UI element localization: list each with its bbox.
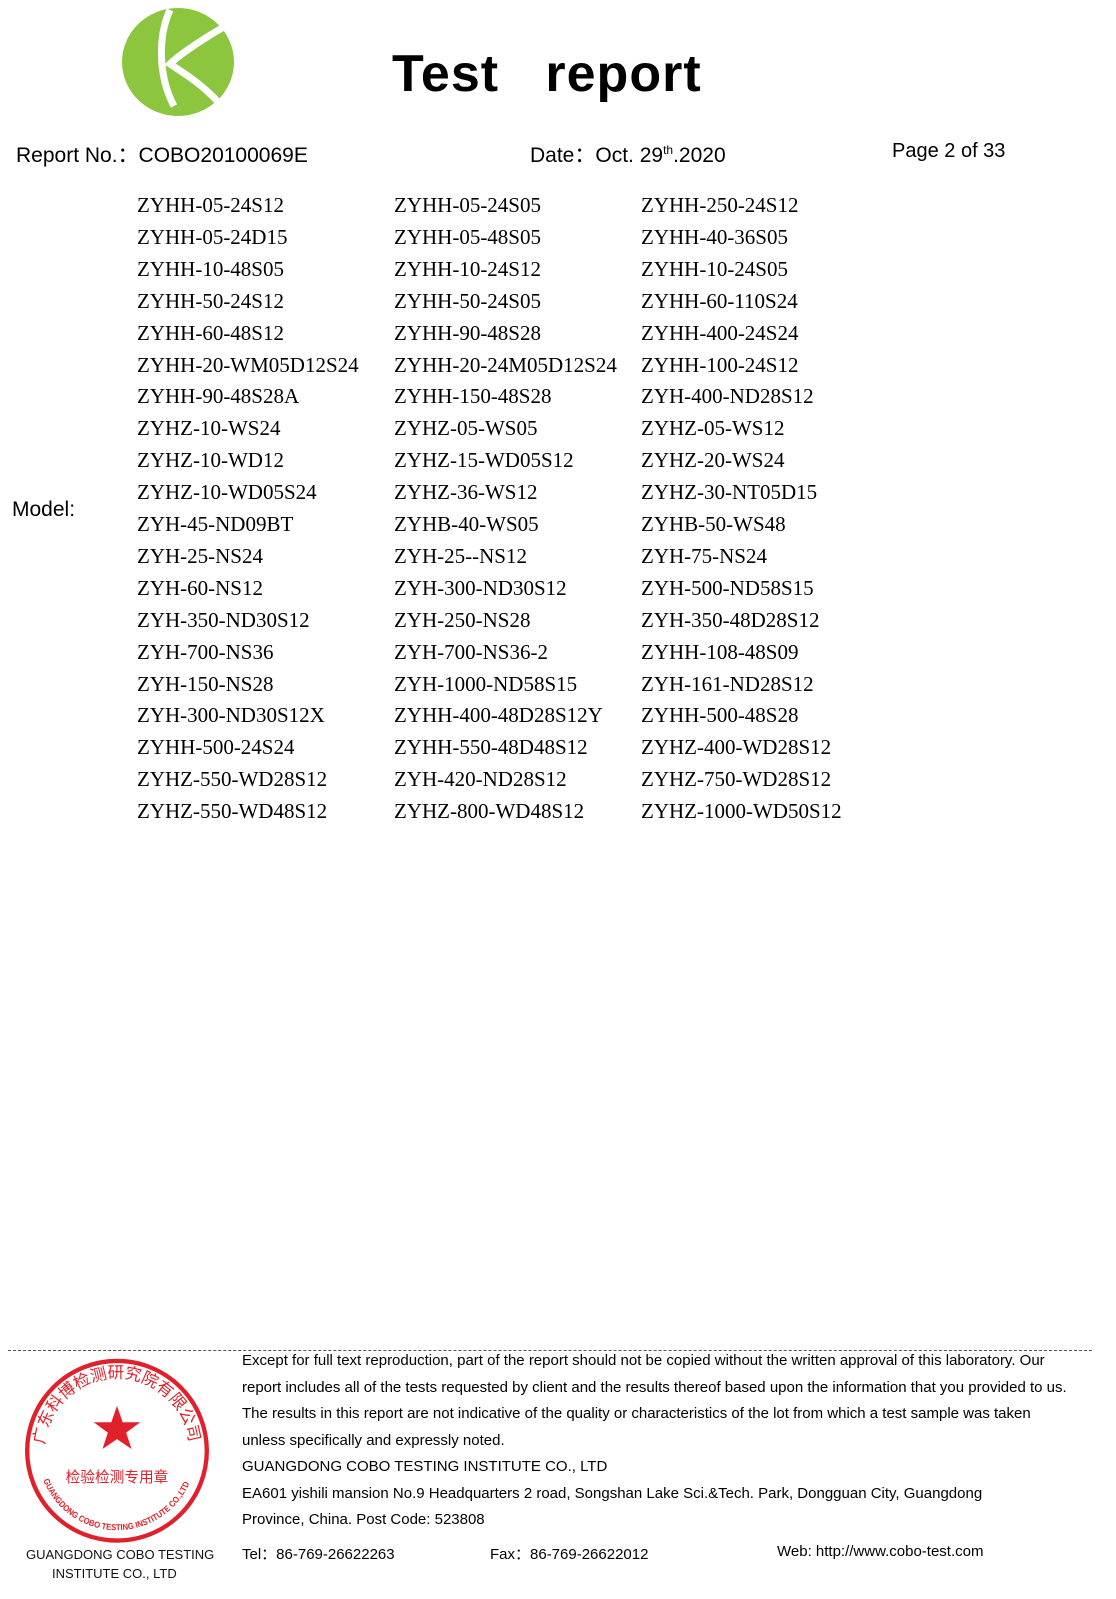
model-item: ZYHZ-800-WD48S12: [394, 799, 585, 824]
model-item: ZYHZ-750-WD28S12: [641, 767, 832, 792]
footer-line: unless specifically and expressly noted.: [242, 1431, 505, 1449]
model-item: ZYHB-50-WS48: [641, 512, 786, 536]
model-item: ZYHH-10-24S05: [641, 256, 788, 281]
footer-web[interactable]: Web: http://www.cobo-test.com: [777, 1543, 984, 1560]
model-item: ZYH-75-NS24: [641, 543, 767, 568]
company-logo: [122, 8, 234, 116]
model-item: ZYH-400-ND28S12: [641, 384, 814, 409]
model-item: ZYHH-50-24S12: [137, 288, 284, 313]
model-item: ZYH-25--NS12: [394, 543, 527, 568]
model-item: ZYHH-250-24S12: [641, 193, 799, 217]
report-number: Report No.：COBO20100069E: [16, 144, 308, 167]
footer-line: report includes all of the tests request…: [242, 1378, 1067, 1396]
model-item: ZYHH-60-48S12: [137, 320, 284, 345]
model-item: ZYH-250-NS28: [394, 607, 531, 632]
model-item: ZYHH-20-WM05D12S24: [137, 352, 359, 377]
model-item: ZYH-60-NS12: [137, 575, 263, 600]
model-item: ZYHH-20-24M05D12S24: [394, 352, 617, 377]
model-item: ZYHH-10-24S12: [394, 256, 541, 281]
model-item: ZYHH-500-24S24: [137, 735, 295, 760]
model-item: ZYHH-100-24S12: [641, 352, 799, 377]
model-item: ZYHH-05-24D15: [137, 224, 288, 249]
model-item: ZYHH-108-48S09: [641, 639, 799, 664]
model-item: ZYHZ-1000-WD50S12: [641, 799, 842, 824]
stamp-center-chinese: 检验检测专用章: [66, 1468, 169, 1486]
model-item: ZYHZ-550-WD28S12: [137, 767, 328, 792]
model-item: ZYHH-400-24S24: [641, 320, 799, 345]
model-item: ZYHH-400-48D28S12Y: [394, 703, 603, 728]
model-item: ZYH-700-NS36-2: [394, 639, 548, 664]
model-item: ZYH-500-ND58S15: [641, 575, 814, 600]
model-item: ZYHH-500-48S28: [641, 703, 799, 728]
model-item: ZYHZ-10-WD05S24: [137, 480, 317, 505]
stamp-star-icon: [93, 1405, 141, 1449]
model-label: Model:: [12, 498, 76, 521]
model-item: ZYH-25-NS24: [137, 543, 263, 568]
footer-line: EA601 yishili mansion No.9 Headquarters …: [242, 1484, 983, 1502]
model-item: ZYH-350-ND30S12: [137, 607, 310, 632]
model-item: ZYH-300-ND30S12X: [137, 703, 325, 728]
model-item: ZYHH-05-24S12: [137, 193, 284, 217]
model-item: ZYHZ-30-NT05D15: [641, 480, 818, 505]
model-item: ZYHZ-05-WS12: [641, 416, 785, 441]
model-item: ZYHH-550-48D48S12: [394, 735, 588, 760]
date-main: Date：Oct. 29: [530, 144, 664, 167]
model-item: ZYHH-50-24S05: [394, 288, 541, 313]
model-item: ZYHH-05-24S05: [394, 193, 541, 217]
model-item: ZYHH-10-48S05: [137, 256, 284, 281]
page-number: Page 2 of 33: [892, 140, 1006, 162]
model-item: ZYH-1000-ND58S15: [394, 671, 578, 696]
footer-line: Except for full text reproduction, part …: [242, 1352, 1045, 1369]
footer-divider: [8, 1350, 1092, 1351]
document-title: Test report: [392, 45, 702, 103]
footer-line: Province, China. Post Code: 523808: [242, 1511, 485, 1528]
model-item: ZYHH-05-48S05: [394, 224, 541, 249]
model-item: ZYH-161-ND28S12: [641, 671, 814, 696]
model-item: ZYHH-60-110S24: [641, 288, 798, 313]
model-item: ZYHZ-400-WD28S12: [641, 735, 832, 760]
model-item: ZYH-45-ND09BT: [137, 512, 294, 536]
model-item: ZYHZ-20-WS24: [641, 448, 785, 473]
footer-tel: Tel：86-769-26622263: [242, 1546, 395, 1563]
model-item: ZYHZ-10-WD12: [137, 448, 284, 473]
model-item: ZYHH-150-48S28: [394, 384, 552, 409]
stamp-overlay-company: GUANGDONG COBO TESTING: [26, 1547, 215, 1562]
model-item: ZYH-150-NS28: [137, 671, 274, 696]
model-item: ZYHH-90-48S28: [394, 320, 541, 345]
footer-line: GUANGDONG COBO TESTING INSTITUTE CO., LT…: [242, 1458, 608, 1475]
footer-fax: Fax：86-769-26622012: [490, 1546, 649, 1563]
model-item: ZYHZ-10-WS24: [137, 416, 281, 441]
model-item: ZYH-350-48D28S12: [641, 607, 820, 632]
model-item: ZYHZ-550-WD48S12: [137, 799, 328, 824]
date-ordinal: th: [663, 143, 674, 157]
model-item: ZYH-420-ND28S12: [394, 767, 567, 792]
date-year: .2020: [673, 144, 726, 167]
model-item: ZYH-700-NS36: [137, 639, 274, 664]
model-item: ZYHZ-15-WD05S12: [394, 448, 574, 473]
company-seal-stamp: 广东科博检测研究院有限公司 检验检测专用章 GUANGDONG COBO TES…: [25, 1358, 209, 1543]
report-date: Date：Oct. 29th.2020: [530, 139, 726, 169]
stamp-overlay-company-2: INSTITUTE CO., LTD: [52, 1566, 177, 1581]
model-item: ZYHZ-05-WS05: [394, 416, 538, 441]
model-item: ZYHH-90-48S28A: [137, 384, 300, 409]
footer-line: The results in this report are not indic…: [242, 1405, 1031, 1422]
model-item: ZYHZ-36-WS12: [394, 480, 538, 505]
model-item: ZYHH-40-36S05: [641, 224, 788, 249]
model-item: ZYH-300-ND30S12: [394, 575, 567, 600]
model-item: ZYHB-40-WS05: [394, 512, 539, 536]
